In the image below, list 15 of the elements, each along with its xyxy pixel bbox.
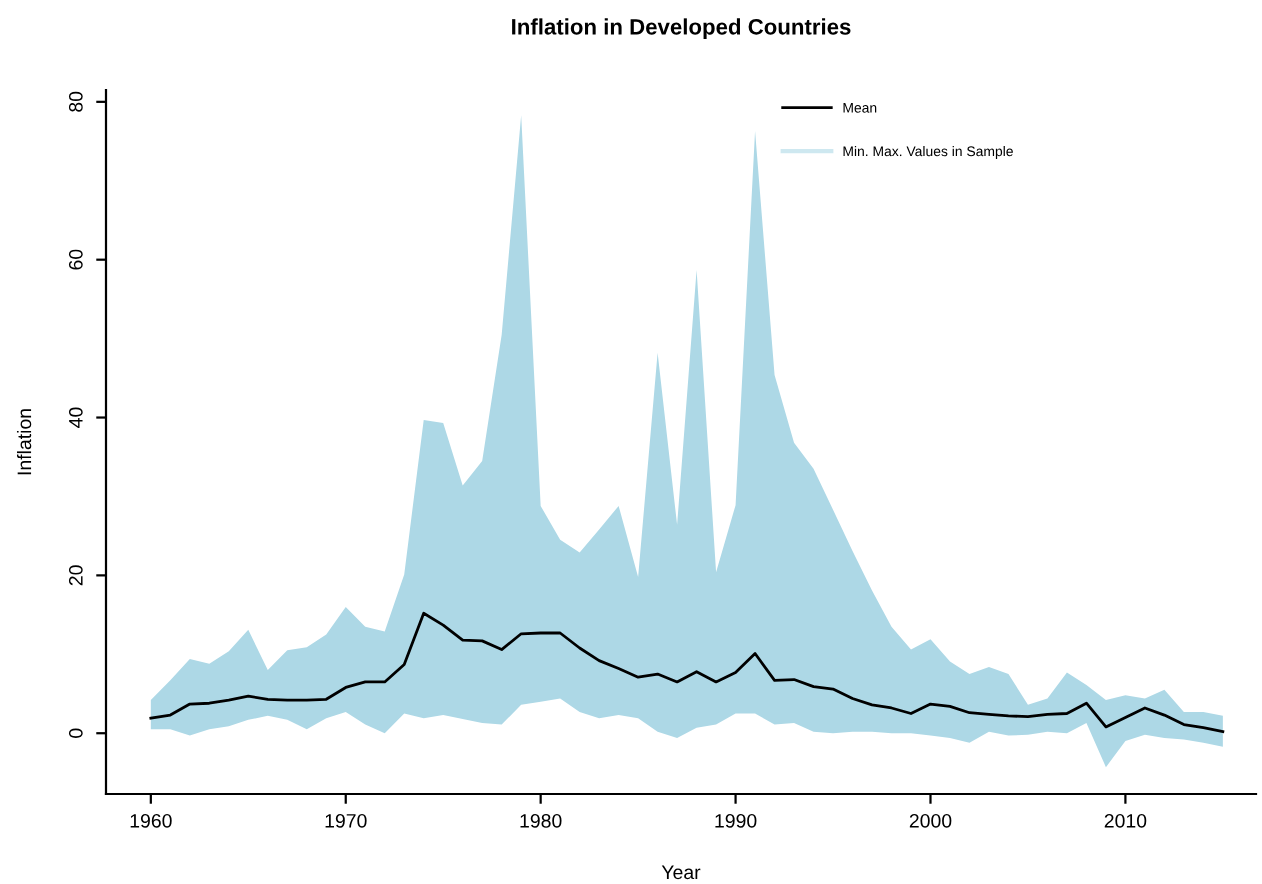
x-tick-label: 2010 <box>1104 813 1147 828</box>
y-tick-label: 20 <box>68 565 83 586</box>
chart-title: Inflation in Developed Countries <box>512 18 851 40</box>
x-axis-title: Year <box>661 865 701 880</box>
x-tick-label: 1990 <box>715 813 757 828</box>
y-tick-label: 40 <box>68 407 83 428</box>
y-tick-label: 60 <box>68 249 83 270</box>
line-series <box>149 611 1225 734</box>
x-tick-label: 2000 <box>909 813 952 828</box>
x-tick-label: 1980 <box>520 813 562 828</box>
y-tick-label: 80 <box>68 91 83 112</box>
x-tick-label: 1960 <box>130 813 172 828</box>
x-tick-label: 1970 <box>325 813 367 828</box>
y-axis-title: Inflation <box>16 409 32 475</box>
y-tick-label: 0 <box>68 728 83 738</box>
